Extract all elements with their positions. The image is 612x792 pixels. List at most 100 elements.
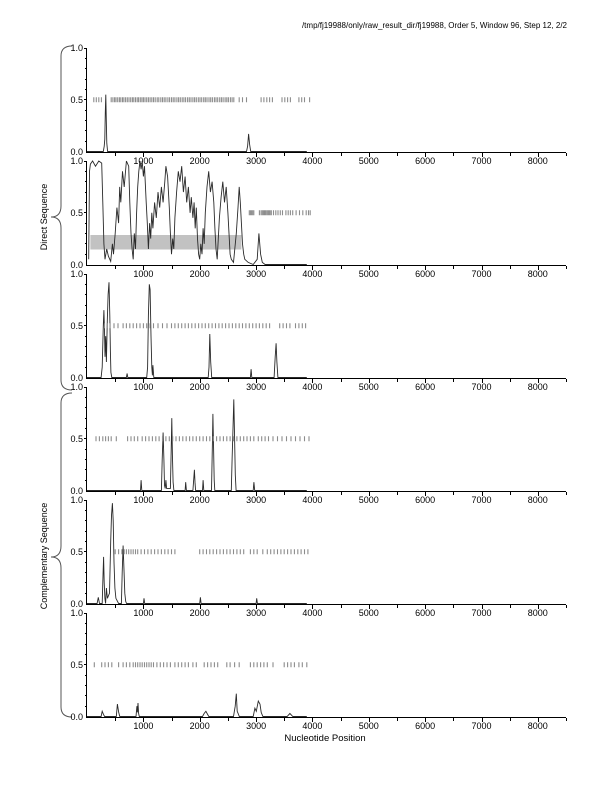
x-tick [481,492,483,496]
x-tick [284,379,286,382]
x-tick [368,492,370,496]
x-tick-label: 5000 [358,269,379,279]
x-tick [284,718,286,721]
x-tick-label: 2000 [189,495,210,505]
x-tick-label: 2000 [189,608,210,618]
x-tick [115,379,117,382]
x-tick [481,266,483,270]
x-tick [453,492,455,495]
x-tick-label: 1000 [133,721,154,731]
x-tick-label: 8000 [527,721,548,731]
x-tick [171,492,173,495]
x-tick [509,153,511,156]
y-tick-label: 0.0 [70,599,83,609]
x-tick [199,266,201,270]
y-tick-label: 0.0 [70,486,83,496]
y-tick-label: 1.0 [70,608,83,618]
x-tick-label: 2000 [189,382,210,392]
x-tick-label: 1000 [133,495,154,505]
x-tick-label: 6000 [415,382,436,392]
probability-curve [87,503,307,604]
y-tick-label: 1.0 [70,156,83,166]
x-tick [284,605,286,608]
x-tick [453,718,455,721]
x-tick [115,492,117,495]
probability-curve [88,160,307,266]
x-tick [396,492,398,495]
x-tick [256,266,258,270]
x-tick [509,718,511,721]
x-tick-label: 7000 [471,721,492,731]
x-tick-label: 7000 [471,382,492,392]
probability-curve [87,693,307,717]
y-tick [83,499,87,501]
y-tick-label: 0.5 [70,434,83,444]
x-tick-label: 4000 [302,269,323,279]
x-tick-label: 3000 [246,269,267,279]
x-tick [256,492,258,496]
x-tick [566,153,567,156]
panel-2-plot [88,160,311,266]
x-tick [256,153,258,157]
x-tick [509,605,511,608]
y-tick [85,582,87,584]
x-tick [566,266,567,269]
y-tick [85,705,87,707]
x-tick [453,379,455,382]
x-tick [509,266,511,269]
y-tick [83,386,87,388]
y-tick [85,509,87,511]
y-tick [85,653,87,655]
x-tick-label: 5000 [358,156,379,166]
x-tick [312,718,314,722]
x-tick [340,718,342,721]
panel-4-plot [87,399,310,491]
x-tick [566,718,567,721]
x-tick [425,266,427,270]
y-tick [85,448,87,450]
x-tick-label: 4000 [302,495,323,505]
x-tick [396,266,398,269]
x-tick [368,718,370,722]
x-tick-label: 3000 [246,721,267,731]
x-tick [340,153,342,156]
x-tick [340,492,342,495]
x-tick [171,605,173,608]
x-tick [368,379,370,383]
x-tick [453,153,455,156]
x-tick [396,718,398,721]
x-tick [284,492,286,495]
y-tick [85,232,87,234]
x-tick [396,153,398,156]
x-tick [537,266,539,270]
x-tick-label: 6000 [415,608,436,618]
panel-5-plot [87,503,309,604]
y-tick-label: 0.5 [70,95,83,105]
x-tick [396,379,398,382]
y-tick [85,530,87,532]
x-tick-label: 8000 [527,156,548,166]
y-tick [85,458,87,460]
x-tick-label: 7000 [471,156,492,166]
x-tick [171,379,173,382]
y-tick [83,99,87,101]
panel-5: 0.0 0.5 1.0 1000 2000 3000 4000 5000 6000 7000 800… [70,495,567,618]
x-tick-label: 4000 [302,382,323,392]
x-tick [312,605,314,609]
y-tick [85,520,87,522]
x-tick [227,492,229,495]
x-tick-label: 4000 [302,721,323,731]
y-tick [85,191,87,193]
y-tick [83,160,87,162]
x-tick [537,718,539,722]
x-tick-label: 8000 [527,608,548,618]
y-tick-label: 0.5 [70,208,83,218]
y-tick [85,130,87,132]
y-tick-label: 0.0 [70,373,83,383]
x-tick-label: 6000 [415,721,436,731]
y-tick [85,109,87,111]
y-tick [85,561,87,563]
y-tick [85,222,87,224]
x-tick [537,492,539,496]
